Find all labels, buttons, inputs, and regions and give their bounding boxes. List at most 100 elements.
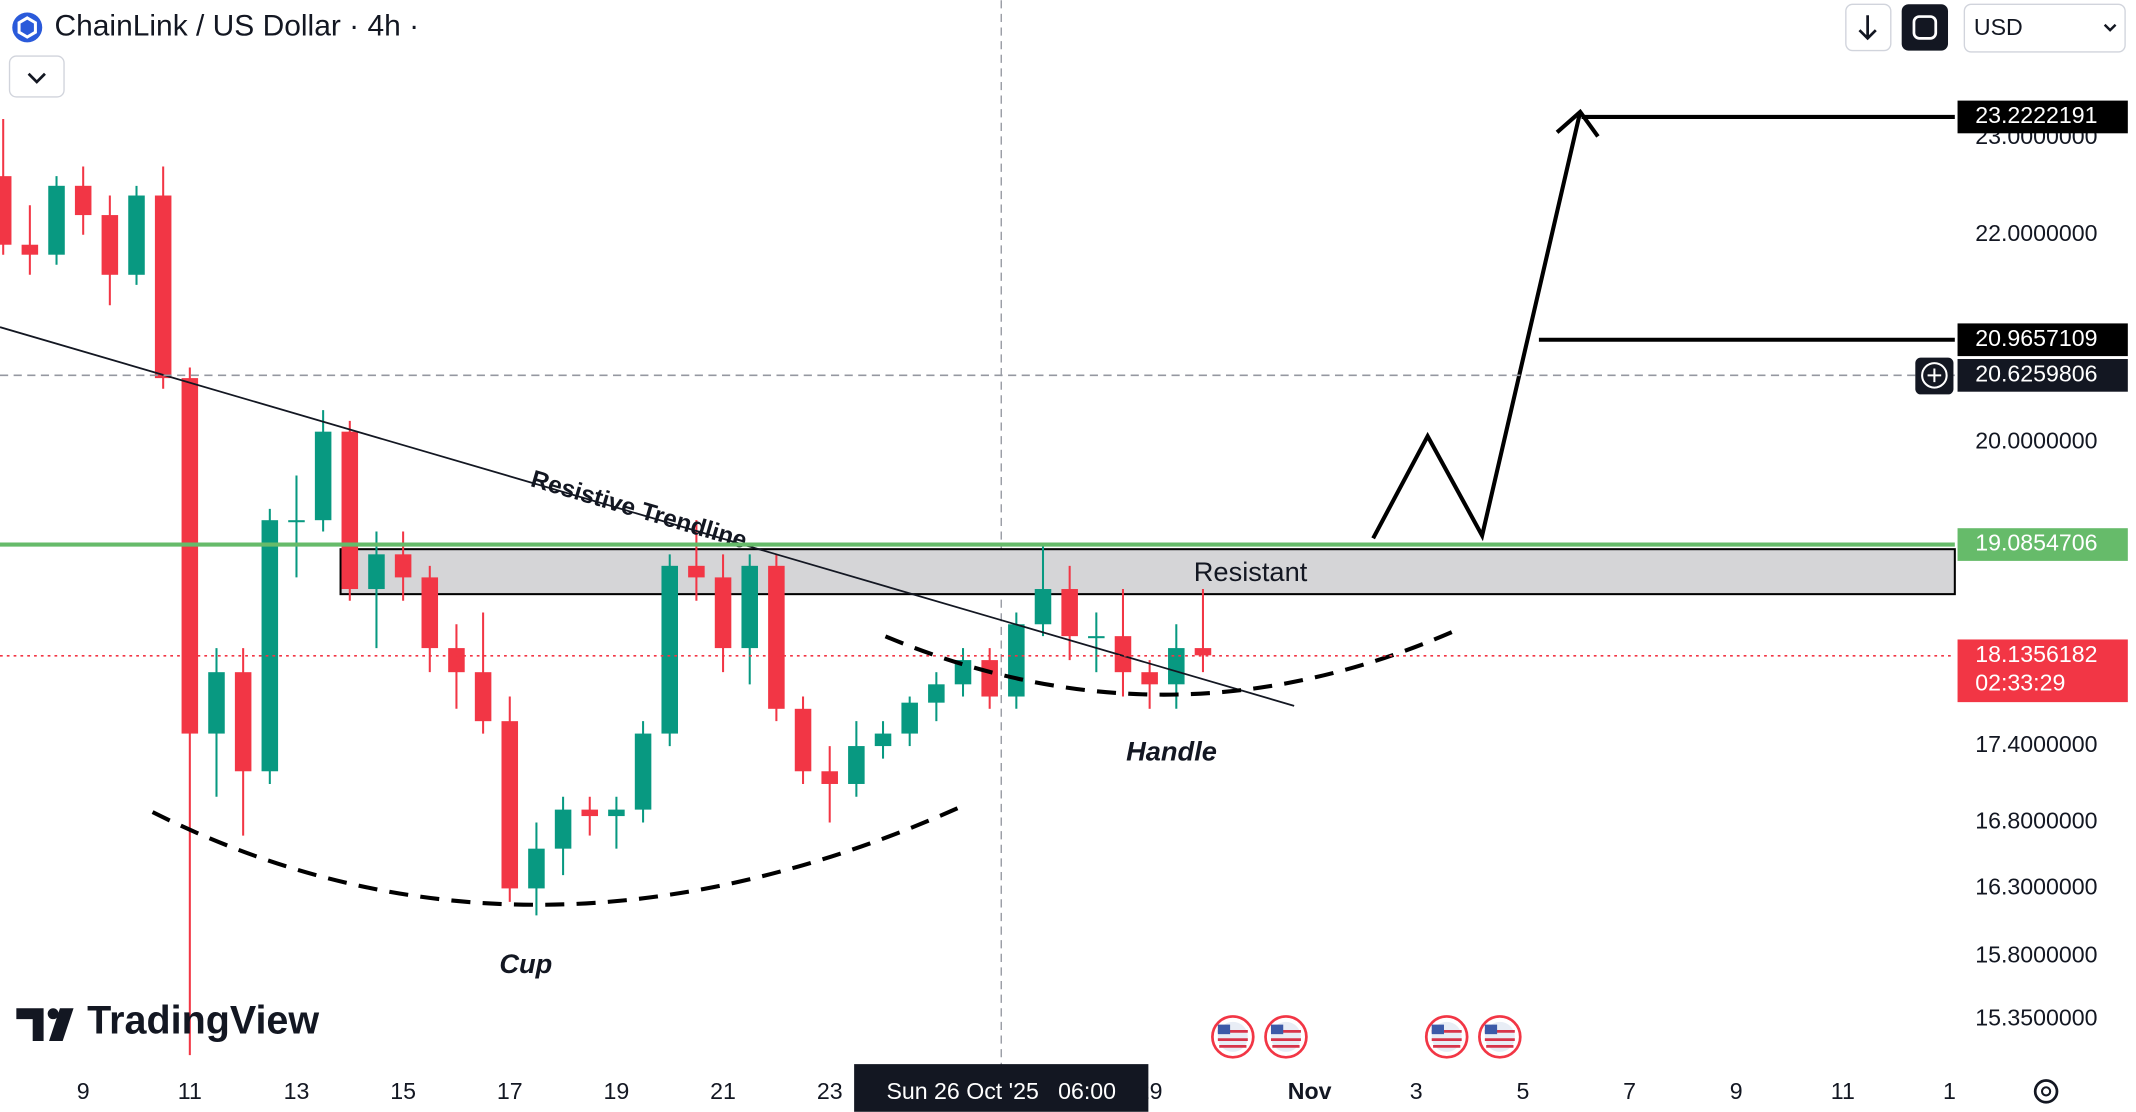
candle-body [48, 185, 65, 255]
candle-body [421, 577, 439, 649]
candle-body [394, 554, 412, 578]
candle-body [0, 176, 12, 245]
candle-body [261, 520, 279, 772]
watermark-logo-dot [47, 1008, 59, 1020]
cup-curve [151, 802, 969, 907]
candle-body [768, 565, 785, 709]
price-label: 23.2222191 [1975, 102, 2097, 128]
candle-body [821, 771, 838, 784]
candle-body [1034, 589, 1052, 625]
countdown-label: 02:33:29 [1975, 670, 2065, 696]
candle-body [128, 195, 145, 275]
y-tick-label: 20.0000000 [1975, 428, 2097, 454]
x-tick-label: 1 [1943, 1078, 1956, 1104]
symbol-icon-glyph [17, 16, 37, 39]
crosshair-time-label: Sun 26 Oct '25 06:00 [886, 1078, 1116, 1104]
event-flags [1211, 1015, 1522, 1059]
price-label: 19.0854706 [1975, 530, 2097, 556]
candle-body [714, 577, 732, 649]
y-tick-label: 17.4000000 [1975, 731, 2097, 757]
download-icon [1858, 15, 1877, 41]
arrow-head [1555, 108, 1600, 138]
candle-body [341, 431, 359, 590]
candle-body [74, 185, 92, 216]
projection-arrow [1371, 111, 1583, 542]
settings-button[interactable] [2033, 1079, 2059, 1104]
x-tick-label: 7 [1623, 1078, 1636, 1104]
price-label: 20.9657109 [1975, 325, 2097, 351]
x-tick-label: 13 [284, 1078, 310, 1104]
candle-body [234, 672, 252, 772]
resistance-zone [339, 548, 1956, 596]
candle-body [181, 378, 199, 734]
y-tick-label: 16.8000000 [1975, 808, 2097, 834]
y-tick-label: 15.3500000 [1975, 1004, 2097, 1030]
handle-label: Handle [1126, 736, 1217, 767]
collapse-button[interactable] [8, 55, 65, 98]
add-alert-plus [1927, 368, 1942, 383]
price-label-box [1957, 323, 2128, 357]
candle-body [928, 684, 945, 703]
x-tick-label: 21 [710, 1078, 736, 1104]
flag[interactable] [1211, 1015, 1255, 1059]
chevron-icon [27, 72, 46, 84]
candle-body [741, 565, 758, 649]
x-tick-label: 3 [1410, 1078, 1423, 1104]
candle-body [368, 554, 385, 590]
settings-icon [2040, 1086, 2052, 1097]
zone-label: Resistant [1194, 556, 1308, 587]
plot-area [339, 0, 1956, 1070]
symbol-title: ChainLink / US Dollar · 4h · [54, 9, 419, 42]
candle-body [474, 672, 492, 722]
price-lines [0, 114, 1955, 657]
currency-select[interactable] [1963, 3, 2126, 53]
x-tick-label: 11 [178, 1078, 202, 1104]
candle-body [1008, 624, 1025, 697]
flag[interactable] [1478, 1015, 1522, 1059]
candle-body [1088, 636, 1105, 639]
fullscreen-icon [1912, 15, 1938, 40]
flag[interactable] [1264, 1015, 1308, 1059]
x-tick-label: 11 [1831, 1078, 1855, 1104]
candle-body [688, 565, 705, 578]
watermark-text: TradingView [87, 999, 319, 1043]
candle-body [448, 648, 465, 673]
candle-body [981, 660, 998, 697]
candle-body [528, 848, 545, 889]
candle-body [634, 733, 652, 810]
add-alert-icon [1921, 362, 1948, 389]
candle-body [954, 660, 972, 685]
candle-body [1141, 672, 1158, 685]
candle-body [661, 565, 679, 734]
handle-curve [884, 627, 1459, 697]
price-label-box [1957, 359, 2128, 392]
candle-body [794, 708, 812, 772]
candle-body [208, 672, 225, 734]
candle-body [314, 431, 332, 521]
y-tick-label: 22.0000000 [1975, 220, 2097, 246]
symbol-icon [12, 12, 43, 43]
candle-body [1194, 648, 1212, 656]
select-chevron [2103, 23, 2117, 32]
x-tick-label: 9 [1730, 1078, 1743, 1104]
candle-body [1168, 648, 1185, 685]
candle-body [874, 733, 892, 747]
fullscreen-button[interactable] [1901, 4, 1949, 51]
candle-body [848, 746, 865, 784]
x-tick-label: 15 [390, 1078, 416, 1104]
candle-body [581, 809, 599, 817]
candles [0, 119, 1212, 1056]
x-tick-label: 9 [77, 1078, 90, 1104]
x-tick-label: 19 [604, 1078, 630, 1104]
trendline [0, 326, 1295, 707]
candle-body [501, 721, 519, 889]
candle-body [101, 215, 119, 275]
x-tick-label: Nov [1288, 1078, 1332, 1104]
x-tick-label: 23 [817, 1078, 843, 1104]
candle-body [608, 809, 625, 817]
price-labels: 23.2222191 20.9657109 20.6259806 19.0854706… [1915, 100, 2128, 703]
y-tick-label: 16.3000000 [1975, 874, 2097, 900]
currency-value: USD [1974, 14, 2023, 40]
flag[interactable] [1424, 1015, 1469, 1059]
